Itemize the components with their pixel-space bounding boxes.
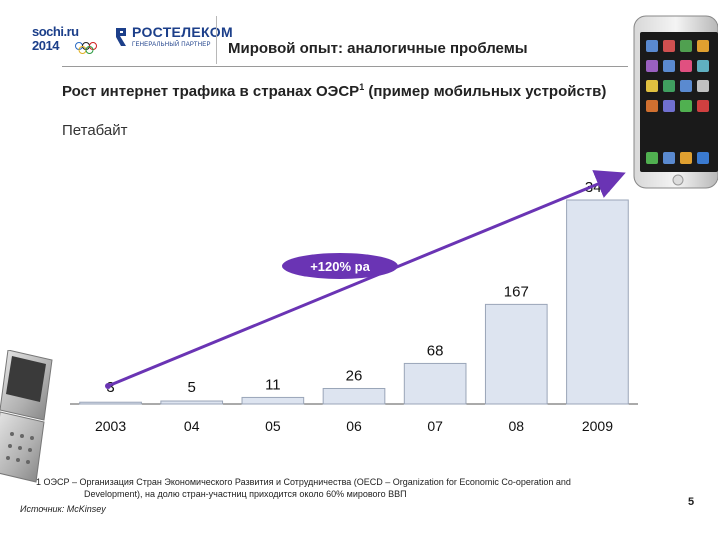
chart-title-main: Рост интернет трафика в странах ОЭСР xyxy=(62,83,360,100)
smartphone-image xyxy=(633,15,718,189)
header-logos: sochi.ru 2014 РОСТЕЛЕКОМ ГЕНЕРАЛЬНЫЙ ПАР… xyxy=(32,18,233,62)
x-tick-label-06: 06 xyxy=(346,418,362,434)
sochi-logo-year: 2014 xyxy=(32,38,59,53)
x-tick-label-2003: 2003 xyxy=(95,418,126,434)
bar-04 xyxy=(160,400,224,405)
chart-title: Рост интернет трафика в странах ОЭСР1 (п… xyxy=(62,78,622,101)
data-label-06: 26 xyxy=(346,367,363,384)
cagr-label: +120% ра xyxy=(310,259,370,274)
bar-2003 xyxy=(79,401,142,405)
sochi-2014-logo: sochi.ru 2014 xyxy=(32,22,97,58)
x-tick-label-2009: 2009 xyxy=(582,418,613,434)
bar-07 xyxy=(403,362,467,405)
page-number: 5 xyxy=(688,496,695,508)
flip-phone-image xyxy=(0,350,53,483)
sochi-logo-text: sochi.ru xyxy=(32,24,79,39)
x-tick-label-05: 05 xyxy=(265,418,281,434)
rostelecom-name: РОСТЕЛЕКОМ xyxy=(132,24,233,40)
bar-06 xyxy=(322,387,386,405)
footnote-line-1: 1 ОЭСР – Организация Стран Экономическог… xyxy=(36,477,571,487)
data-label-08: 167 xyxy=(504,283,529,300)
page-title: Мировой опыт: аналогичные проблемы xyxy=(228,40,528,57)
chart-unit-label: Петабайт xyxy=(62,122,128,139)
data-label-05: 11 xyxy=(265,376,281,393)
chart-title-rest: (пример мобильных устройств) xyxy=(364,83,607,100)
footnote: 1 ОЭСР – Организация Стран Экономическог… xyxy=(36,476,636,500)
data-label-04: 5 xyxy=(188,379,196,396)
chart-area: 32003504110526066807167083422009+120% ра xyxy=(62,146,654,446)
bar-08 xyxy=(484,303,548,405)
footnote-marker: 1 xyxy=(359,82,365,92)
bar-2009 xyxy=(566,199,629,405)
footnote-line-2: Development), на долю стран-участниц при… xyxy=(84,489,407,499)
data-label-07: 68 xyxy=(427,342,444,359)
trend-arrow-start xyxy=(105,383,111,389)
rostelecom-mark-icon xyxy=(116,28,126,46)
bar-chart: 32003504110526066807167083422009+120% ра xyxy=(70,170,638,434)
trend-arrow xyxy=(107,170,626,388)
x-tick-label-07: 07 xyxy=(427,418,443,434)
x-tick-label-08: 08 xyxy=(508,418,524,434)
rostelecom-logo: РОСТЕЛЕКОМ ГЕНЕРАЛЬНЫЙ ПАРТНЕР xyxy=(114,24,234,56)
header-divider xyxy=(216,16,217,64)
rostelecom-subtitle: ГЕНЕРАЛЬНЫЙ ПАРТНЕР xyxy=(132,42,211,48)
cagr-badge xyxy=(282,253,398,279)
bar-05 xyxy=(241,396,305,405)
header-rule xyxy=(62,66,628,67)
source-label: Источник: McKinsey xyxy=(20,504,106,514)
x-tick-label-04: 04 xyxy=(184,418,200,434)
olympic-rings-icon xyxy=(75,42,97,54)
